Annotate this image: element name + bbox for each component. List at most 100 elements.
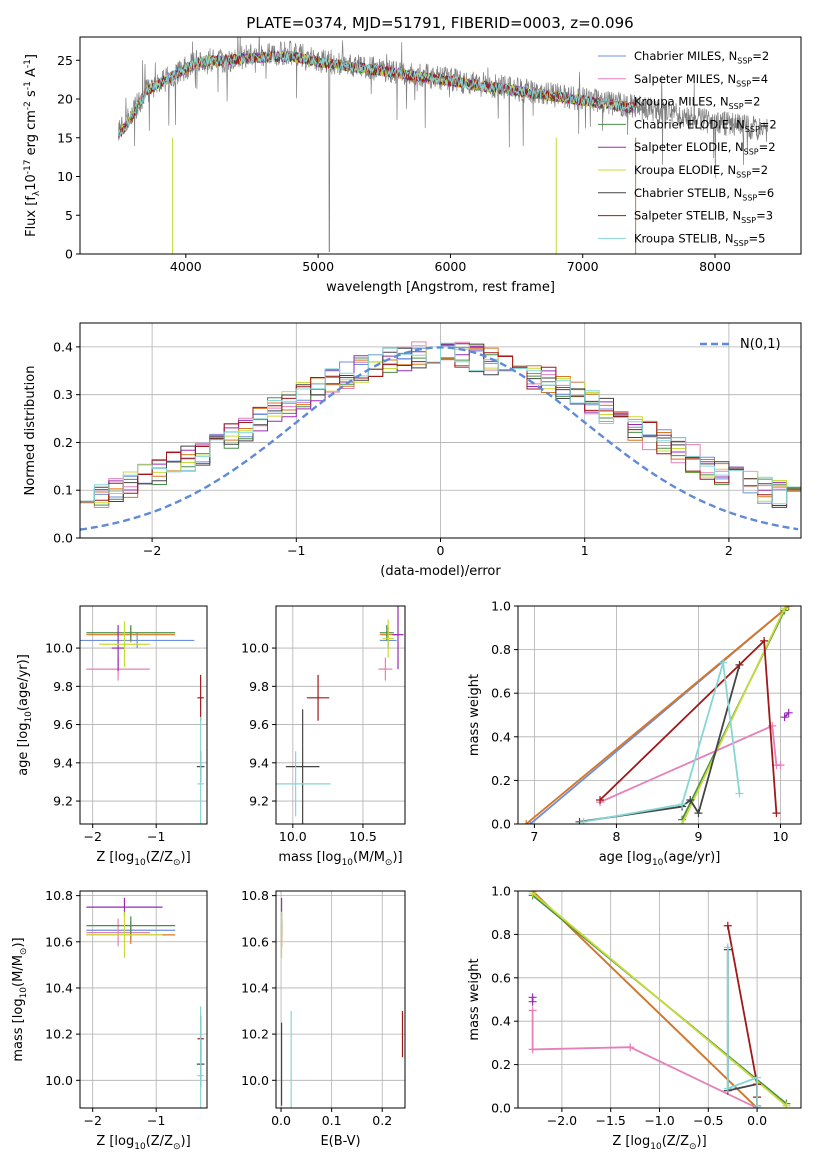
panel-age_vs_Z: −2 −1 9.2 9.4 9.6 9.8 10.0 Z [log10​(Z/Z⊙​)] age… — [16, 605, 208, 868]
y-tick-label: 9.2 — [249, 794, 269, 809]
y-tick-label: 0.2 — [491, 1057, 511, 1072]
text-run: )] — [697, 1134, 707, 1149]
panel-weight_vs_age: 7 8 9 10 0.0 0.2 0.4 0.6 0.8 1.0 age [log10​(age/y… — [467, 599, 802, 868]
x-axis-label: Z [log10​(Z/Z⊙​)] — [96, 1134, 190, 1152]
text-run: SSP — [736, 79, 751, 88]
y-tick-label: 0 — [65, 247, 73, 262]
x-tick-label: 6000 — [435, 259, 467, 274]
text-run: )] — [181, 850, 191, 865]
y-tick-label: 0.6 — [491, 686, 511, 701]
y-tick-label: 10.8 — [45, 888, 73, 903]
axes-frame — [275, 890, 406, 1109]
y-tick-label: 5 — [65, 208, 73, 223]
x-tick-label: 0.2 — [372, 1113, 392, 1128]
x-tick-label: 10.5 — [349, 829, 377, 844]
x-tick-label: −2 — [83, 1113, 101, 1128]
y-tick-label: 9.6 — [53, 717, 73, 732]
x-tick-label: 8 — [612, 829, 620, 844]
x-tick-label: 10 — [773, 829, 789, 844]
weight-marker-se — [528, 993, 537, 1002]
y-tick-label: 9.2 — [53, 794, 73, 809]
legend-label: Kroupa MILES, NSSP​=2 — [634, 95, 760, 111]
text-run: ( — [663, 850, 668, 865]
text-run: 10 — [650, 1142, 662, 1152]
text-run: age [log — [16, 723, 31, 776]
text-run: SSP — [734, 239, 749, 248]
x-tick-label: −1 — [147, 829, 165, 844]
axes-frame — [517, 605, 802, 825]
figure-title: PLATE=0374, MJD=51791, FIBERID=0003, z=0… — [246, 14, 633, 32]
text-run: =6 — [757, 186, 774, 200]
weight-marker-ks — [723, 943, 732, 952]
text-run: (data-model)/error — [380, 564, 501, 579]
text-run: Z [log — [96, 850, 134, 865]
y-tick-label: 15 — [57, 130, 73, 145]
text-run: mass weight — [467, 958, 482, 1040]
text-run: 10 — [134, 1142, 146, 1152]
text-run: Z/Z — [151, 1134, 173, 1149]
y-tick-label: 20 — [57, 92, 73, 107]
text-run: Salpeter STELIB, N — [634, 209, 741, 223]
y-tick-label: 0.0 — [53, 531, 73, 546]
text-run: Kroupa MILES, N — [634, 95, 729, 109]
model-spectrum-line-ss — [118, 50, 636, 136]
weight-marker-ss — [723, 921, 732, 930]
y-tick-label: 0.0 — [491, 817, 511, 832]
x-axis-label: wavelength [Angstrom, rest frame] — [326, 280, 555, 295]
text-run: Salpeter MILES, N — [634, 72, 736, 86]
axes-frame — [79, 605, 208, 825]
plot-area — [118, 37, 769, 254]
text-run: M/M — [11, 955, 26, 982]
text-run: Z [log — [96, 1134, 134, 1149]
x-tick-label: −1.5 — [596, 1113, 626, 1128]
text-run: SSP — [744, 148, 759, 157]
y-tick-label: 0.8 — [491, 642, 511, 657]
axes-frame — [79, 890, 208, 1109]
text-run: erg cm — [24, 110, 39, 159]
weight-marker-ke — [782, 1101, 791, 1108]
x-tick-label: 0.1 — [322, 1113, 342, 1128]
text-run: mass [log — [278, 850, 341, 865]
text-run: age [log — [599, 850, 652, 865]
y-tick-label: 1.0 — [491, 599, 511, 614]
text-run: A — [24, 68, 39, 81]
x-tick-label: 0 — [437, 543, 445, 558]
x-axis-label: Z [log10​(Z/Z⊙​)] — [612, 1134, 706, 1152]
x-tick-label: 8000 — [699, 259, 731, 274]
y-tick-label: 10.0 — [45, 1073, 73, 1088]
y-tick-label: 0.0 — [491, 1101, 511, 1116]
text-run: Normed distribution — [23, 366, 38, 496]
weight-marker-ks — [735, 789, 744, 798]
plot-area — [522, 606, 793, 824]
text-run: ⊙ — [173, 1142, 181, 1152]
weight-marker-ss — [760, 636, 769, 645]
text-run: age/yr — [668, 850, 710, 865]
text-run: SSP — [742, 193, 757, 202]
legend-label: Chabrier STELIB, NSSP​=6 — [634, 186, 774, 202]
text-run: Kroupa ELODIE, N — [634, 163, 736, 177]
x-tick-label: 1 — [581, 543, 589, 558]
axes-frame — [517, 890, 802, 1109]
y-tick-label: 9.8 — [53, 679, 73, 694]
text-run: )] — [11, 937, 26, 947]
text-run: 10 — [24, 711, 34, 723]
x-tick-label: 2 — [725, 543, 733, 558]
text-run: )] — [16, 654, 31, 664]
text-run: -17 — [23, 160, 33, 175]
weight-marker-sm — [626, 1043, 635, 1052]
y-tick-label: 9.4 — [53, 755, 73, 770]
text-run: Z/Z — [667, 1134, 689, 1149]
panel-weight_vs_Z: −2.0 −1.5 −1.0 −0.5 0.0 0.0 0.2 0.4 0.6 0.8 1.0 Z [… — [467, 884, 802, 1152]
weight-marker-ke — [780, 606, 789, 613]
weight-line-ss — [726, 925, 758, 1098]
text-run: M/M — [358, 850, 385, 865]
legend-label: Chabrier MILES, NSSP​=2 — [634, 49, 769, 65]
text-run: -1 — [23, 81, 33, 90]
legend-label: Kroupa STELIB, NSSP​=5 — [634, 231, 765, 247]
panel-age_vs_mass: 10.0 10.5 9.2 9.4 9.6 9.8 10.0 mass [log10​(M/M… — [241, 605, 406, 868]
weight-line-se — [783, 712, 790, 718]
weight-line-km — [525, 606, 790, 824]
text-run: s — [24, 90, 39, 101]
weight-marker-ks — [579, 817, 588, 824]
text-run: ( — [11, 982, 26, 987]
